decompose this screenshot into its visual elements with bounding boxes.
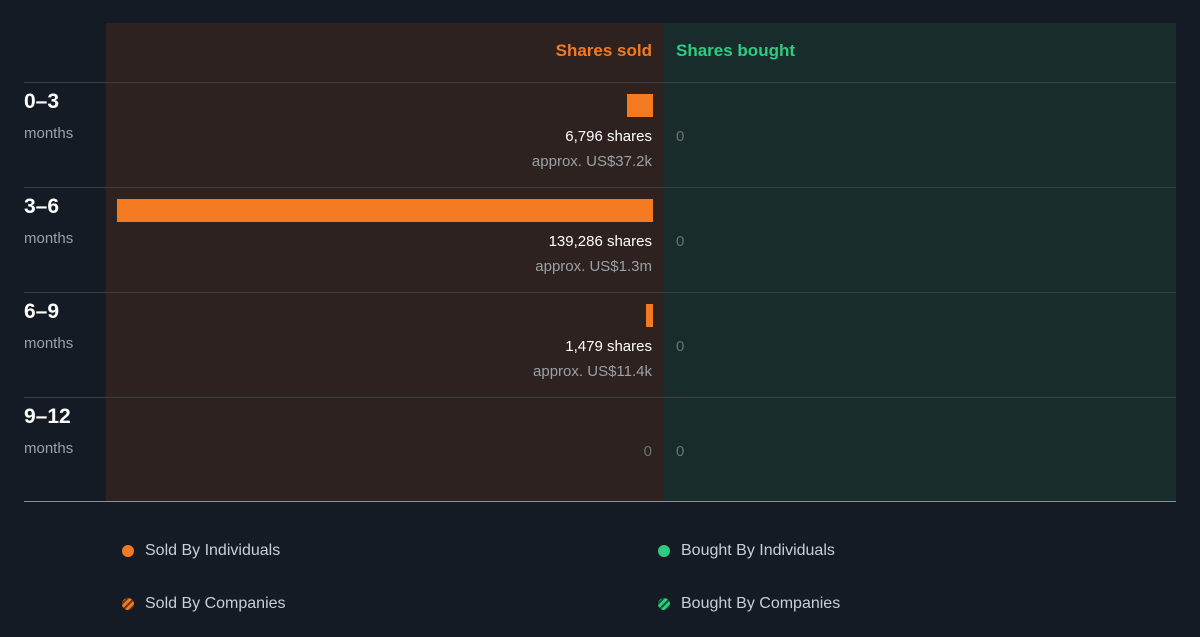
period-unit: months <box>24 230 74 247</box>
sold-zero-label: 0 <box>643 443 652 460</box>
period-row: 9–12 months 0 0 <box>0 398 1200 503</box>
bought-shares-label: 0 <box>676 128 685 145</box>
legend-sold-companies: Sold By Companies <box>122 595 286 613</box>
bought-shares-label: 0 <box>676 338 685 355</box>
period-label: 3–6 <box>24 195 60 218</box>
green-dot-icon <box>658 545 670 557</box>
bought-shares-label: 0 <box>676 233 685 250</box>
legend-label: Sold By Companies <box>145 595 286 612</box>
sold-value-label: approx. US$11.4k <box>533 363 652 380</box>
period-unit: months <box>24 335 74 352</box>
legend-label: Sold By Individuals <box>145 542 281 559</box>
orange-hatched-dot-icon <box>122 598 134 610</box>
legend-bought-companies: Bought By Companies <box>658 595 840 613</box>
sold-shares-label: 1,479 shares <box>565 338 652 355</box>
shares-sold-bar <box>117 199 653 222</box>
legend-label: Bought By Individuals <box>681 542 835 559</box>
sold-value-label: approx. US$37.2k <box>531 153 652 170</box>
row-divider <box>24 292 1176 293</box>
row-divider <box>24 82 1176 83</box>
row-divider <box>24 187 1176 188</box>
legend-bought-individuals: Bought By Individuals <box>658 542 835 560</box>
shares-sold-header: Shares sold <box>555 41 652 60</box>
period-label: 0–3 <box>24 90 60 113</box>
orange-dot-icon <box>122 545 134 557</box>
sold-panel <box>106 23 664 501</box>
shares-sold-bar <box>646 304 653 327</box>
period-label: 9–12 <box>24 405 71 428</box>
sold-shares-label: 139,286 shares <box>548 233 652 250</box>
legend-label: Bought By Companies <box>681 595 841 612</box>
bought-panel <box>664 23 1176 501</box>
sold-value-label: approx. US$1.3m <box>535 258 652 275</box>
bought-shares-label: 0 <box>676 443 685 460</box>
shares-bought-header: Shares bought <box>676 41 796 60</box>
green-hatched-dot-icon <box>658 598 670 610</box>
axis-baseline <box>24 501 1176 502</box>
sold-shares-label: 6,796 shares <box>565 128 652 145</box>
row-divider <box>24 397 1176 398</box>
legend-sold-individuals: Sold By Individuals <box>122 542 280 560</box>
period-unit: months <box>24 125 74 142</box>
period-row: 6–9 months 1,479 shares approx. US$11.4k 0 <box>0 293 1200 398</box>
period-row: 0–3 months 6,796 shares approx. US$37.2k 0 <box>0 83 1200 188</box>
period-unit: months <box>24 440 74 457</box>
period-label: 6–9 <box>24 300 60 323</box>
period-row: 3–6 months 139,286 shares approx. US$1.3m 0 <box>0 188 1200 293</box>
shares-sold-bar <box>627 94 653 117</box>
